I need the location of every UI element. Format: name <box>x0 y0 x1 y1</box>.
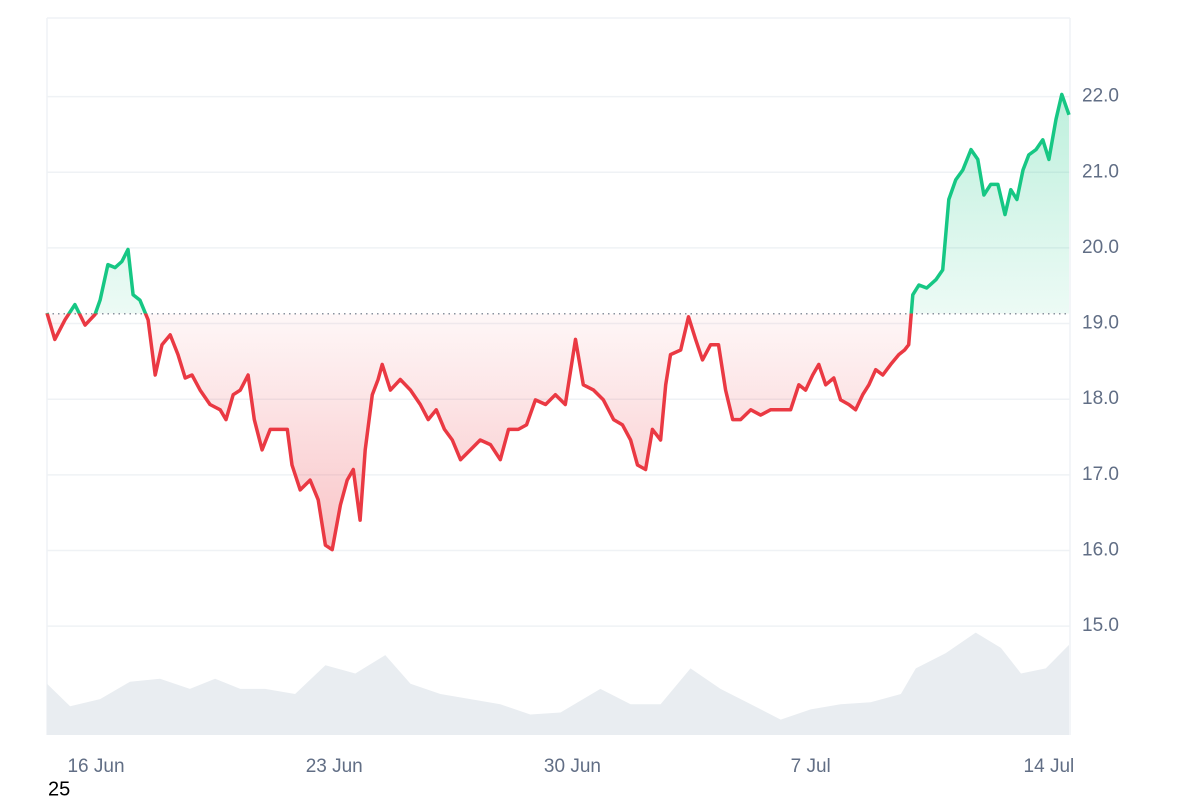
price-area <box>47 94 1069 550</box>
x-tick-label: 30 Jun <box>544 756 601 777</box>
y-tick-label: 18.0 <box>1082 388 1119 409</box>
x-tick-label: 16 Jun <box>67 756 124 777</box>
volume-area <box>47 632 1069 735</box>
y-tick-label: 20.0 <box>1082 237 1119 258</box>
price-line <box>45 92 1071 552</box>
y-tick-label: 21.0 <box>1082 161 1119 182</box>
y-tick-label: 17.0 <box>1082 464 1119 485</box>
x-tick-label: 23 Jun <box>306 756 363 777</box>
x-tick-label: 14 Jul <box>1024 756 1075 777</box>
y-tick-label: 22.0 <box>1082 86 1119 107</box>
y-tick-label: 15.0 <box>1082 615 1119 636</box>
y-tick-label: 16.0 <box>1082 539 1119 560</box>
y-tick-label: 19.0 <box>1082 313 1119 334</box>
x-tick-label: 7 Jul <box>791 756 831 777</box>
corner-label: 25 <box>48 778 70 800</box>
